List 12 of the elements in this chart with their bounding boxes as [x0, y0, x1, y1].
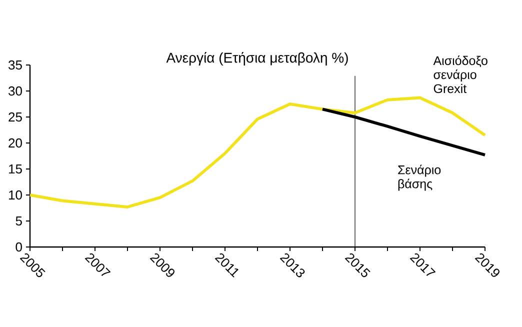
y-tick-label: 25 [8, 112, 22, 122]
chart-title: Ανεργία (Ετήσια μεταβολη %) [166, 52, 348, 66]
line-series [28, 96, 487, 208]
y-tick-label: 15 [9, 164, 22, 174]
y-tick-label: 20 [8, 138, 22, 148]
y-tick-label: 5 [16, 216, 22, 226]
y-tick-label: 10 [9, 190, 22, 200]
y-tick-label: 30 [8, 86, 22, 96]
y-tick-label: 35 [8, 60, 22, 70]
y-tick-label: 0 [16, 242, 22, 252]
series-label: Αισιόδοξο σενάριο Grexit [433, 56, 488, 94]
series-label: Σενάριο βάσης [398, 164, 441, 191]
